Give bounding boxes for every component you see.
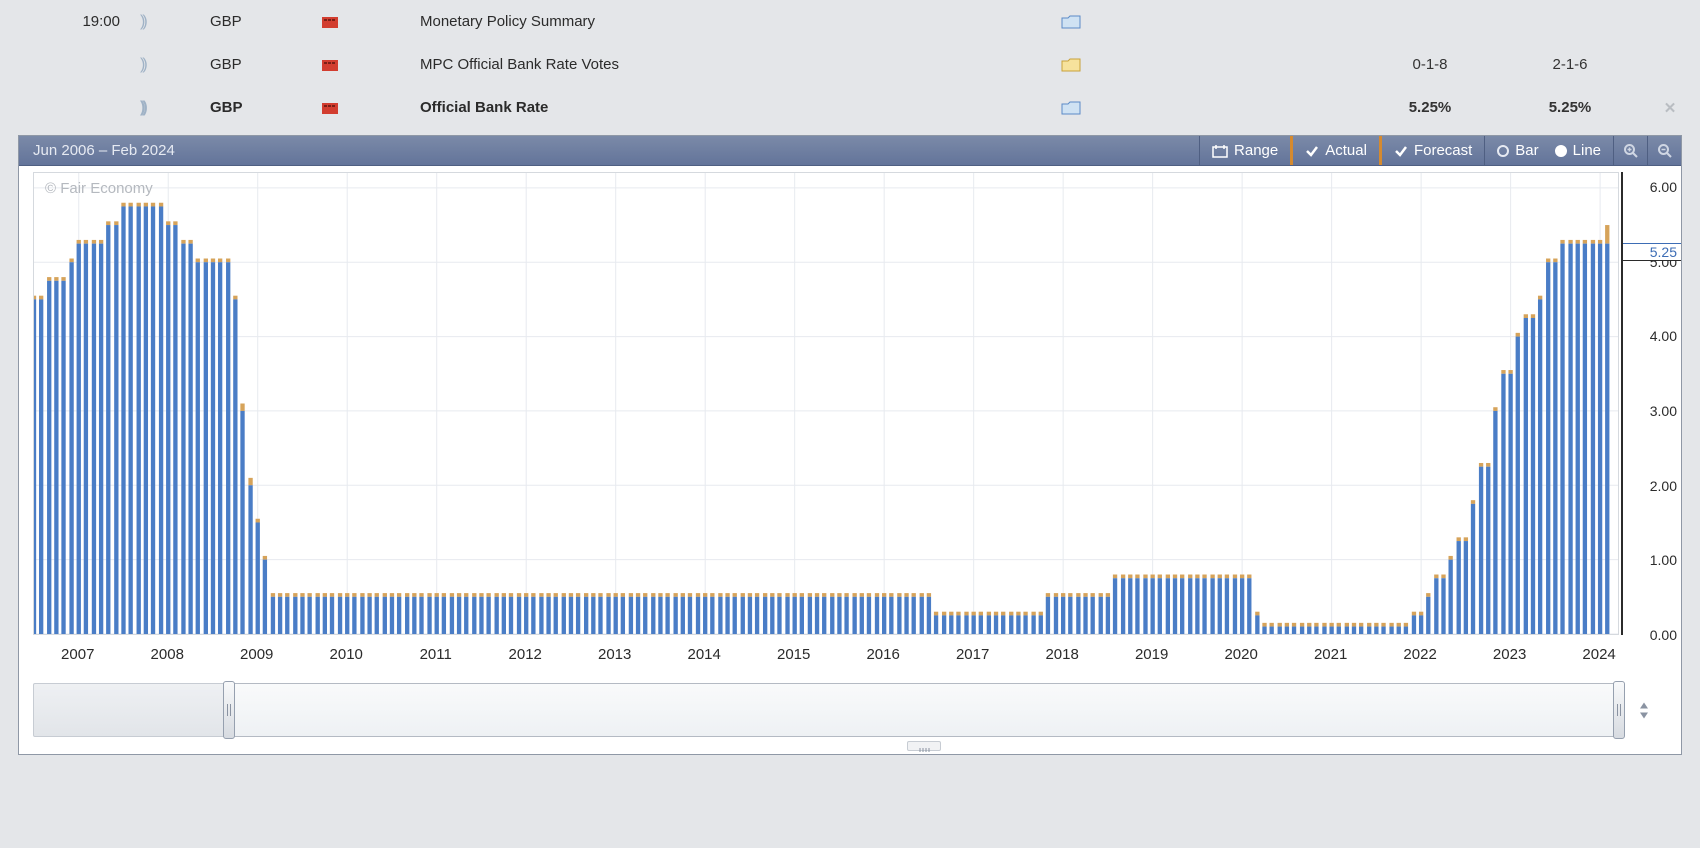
bars-svg (34, 173, 1618, 634)
x-tick: 2017 (956, 646, 989, 663)
copyright-label: © Fair Economy (45, 180, 153, 197)
time-scrubber[interactable] (19, 677, 1681, 747)
calendar-row[interactable]: 19:00))GBP Monetary Policy Summary (0, 0, 1700, 43)
x-tick: 2020 (1224, 646, 1257, 663)
x-tick: 2007 (61, 646, 94, 663)
y-tick: 2.00 (1650, 478, 1677, 494)
toggle-actual[interactable]: Actual (1290, 136, 1379, 165)
impact-icon (320, 100, 420, 116)
x-axis: 2007 2008 2009 2010 2011 2012 2013 2014 2015 2016… (33, 637, 1619, 671)
x-tick: 2008 (151, 646, 184, 663)
zoom-out-button[interactable] (1647, 136, 1681, 165)
calendar-row[interactable]: ))GBP MPC Official Bank Rate Votes 0-1-82-… (0, 43, 1700, 86)
calendar-table: 19:00))GBPMonetary Policy Summary))GBPMP… (0, 0, 1700, 129)
x-tick: 2014 (687, 646, 720, 663)
y-tick: 1.00 (1650, 552, 1677, 568)
event-title: MPC Official Bank Rate Votes (420, 56, 1060, 73)
impact-icon (320, 57, 420, 73)
toggle-bar-label: Bar (1515, 142, 1538, 159)
toggle-line[interactable]: Line (1551, 136, 1613, 165)
y-tick: 6.00 (1650, 179, 1677, 195)
impact-icon (320, 14, 420, 30)
y-tick: 3.00 (1650, 403, 1677, 419)
radio-icon (1555, 145, 1567, 157)
toggle-actual-label: Actual (1325, 142, 1367, 159)
x-tick: 2021 (1314, 646, 1347, 663)
toggle-line-label: Line (1573, 142, 1601, 159)
range-label: Jun 2006 – Feb 2024 (19, 136, 1199, 165)
expand-icon[interactable]: )) (140, 99, 200, 117)
event-time: 19:00 (0, 13, 140, 30)
folder-icon[interactable] (1060, 13, 1140, 31)
close-icon[interactable]: ✕ (1640, 99, 1700, 117)
zoom-in-button[interactable] (1613, 136, 1647, 165)
chart-toolbar: Jun 2006 – Feb 2024 Range Actual Forecas… (19, 136, 1681, 166)
x-tick: 2023 (1493, 646, 1526, 663)
range-button-label: Range (1234, 142, 1278, 159)
currency-label: GBP (200, 13, 320, 30)
folder-icon[interactable] (1060, 99, 1140, 117)
currency-label: GBP (200, 99, 320, 116)
x-tick: 2022 (1403, 646, 1436, 663)
range-button[interactable]: Range (1199, 136, 1290, 165)
x-tick: 2019 (1135, 646, 1168, 663)
x-tick: 2018 (1045, 646, 1078, 663)
actual-value: 0-1-8 (1360, 56, 1500, 73)
chart-panel: Jun 2006 – Feb 2024 Range Actual Forecas… (18, 135, 1682, 755)
event-title: Monetary Policy Summary (420, 13, 1060, 30)
y-current-marker: 5.25 (1623, 243, 1681, 261)
x-tick: 2012 (509, 646, 542, 663)
scrubber-selection[interactable] (229, 683, 1619, 737)
x-tick: 2011 (420, 646, 452, 663)
x-tick: 2024 (1582, 646, 1615, 663)
vertical-sort-icon[interactable] (1637, 701, 1651, 724)
x-tick: 2010 (330, 646, 363, 663)
y-tick: 4.00 (1650, 328, 1677, 344)
calendar-row[interactable]: ))GBPOfficial Bank Rate5.25%5.25%✕ (0, 86, 1700, 129)
plot-area[interactable] (33, 172, 1619, 635)
event-title: Official Bank Rate (420, 99, 1060, 116)
scrubber-handle-left[interactable] (223, 681, 235, 739)
x-tick: 2015 (777, 646, 810, 663)
folder-icon[interactable] (1060, 56, 1140, 74)
radio-icon (1497, 145, 1509, 157)
y-axis: 0.001.002.003.004.005.006.005.25 (1621, 172, 1681, 635)
scrubber-handle-right[interactable] (1613, 681, 1625, 739)
toggle-forecast[interactable]: Forecast (1379, 136, 1484, 165)
chart-body: © Fair Economy TOTRIEU let's learn toget… (19, 166, 1681, 671)
actual-value: 5.25% (1360, 99, 1500, 116)
x-tick: 2009 (240, 646, 273, 663)
forecast-value: 2-1-6 (1500, 56, 1640, 73)
toggle-bar[interactable]: Bar (1484, 136, 1550, 165)
x-tick: 2016 (866, 646, 899, 663)
currency-label: GBP (200, 56, 320, 73)
y-tick: 0.00 (1650, 627, 1677, 643)
expand-icon[interactable]: )) (140, 13, 200, 31)
expand-icon[interactable]: )) (140, 56, 200, 74)
forecast-value: 5.25% (1500, 99, 1640, 116)
toggle-forecast-label: Forecast (1414, 142, 1472, 159)
x-tick: 2013 (598, 646, 631, 663)
scrubber-grip[interactable] (907, 741, 941, 751)
